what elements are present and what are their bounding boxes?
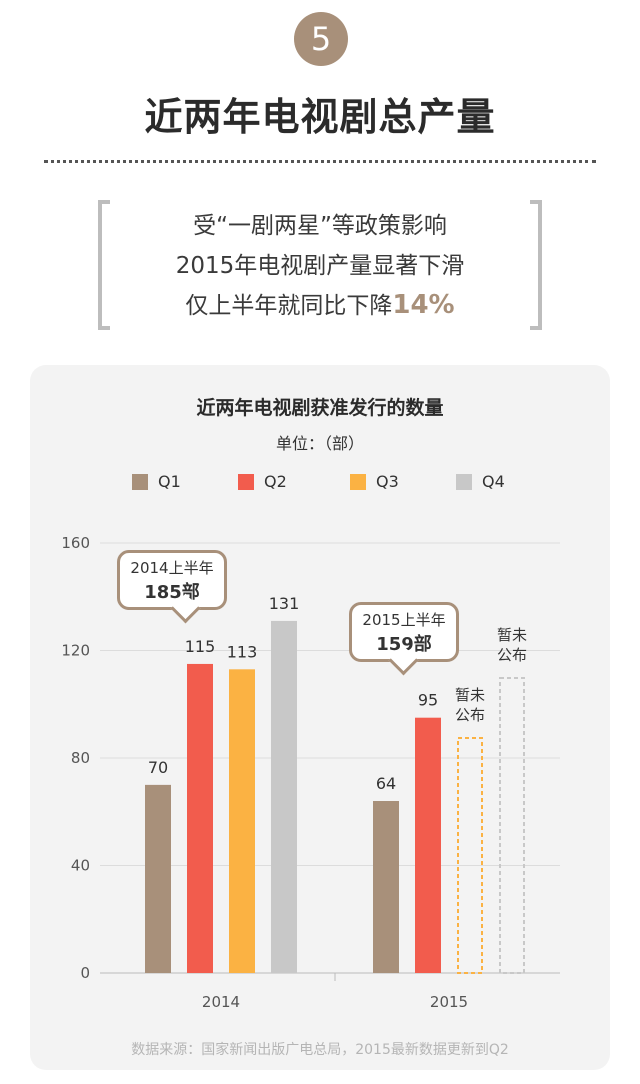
callout-2015-period: 2015上半年 <box>362 611 446 629</box>
decline-percentage: 14% <box>392 290 455 320</box>
quote-line-3: 仅上半年就同比下降14% <box>110 286 530 320</box>
placeholder-bar-2015-q3 <box>457 737 483 974</box>
bar-2014-q3 <box>229 669 255 973</box>
dotted-divider <box>44 160 596 163</box>
legend-swatch-q4 <box>456 474 472 490</box>
value-label-2015-q2: 95 <box>418 691 438 710</box>
pending-label-2015-q3-line2: 公布 <box>455 706 485 724</box>
value-label-2014-q1: 70 <box>148 758 168 777</box>
y-tick-label-80: 80 <box>71 749 90 767</box>
unit-label: 单位：（部） <box>275 434 364 453</box>
y-tick-label-40: 40 <box>71 857 90 875</box>
quote-line-2: 2015年电视剧产量显著下滑 <box>175 253 465 279</box>
x-tick-label-2015: 2015 <box>430 993 468 1011</box>
quote-line-1: 受“一剧两星”等政策影响 <box>193 213 447 239</box>
placeholder-bar-2015-q4 <box>499 677 525 974</box>
pending-label-2015-q4-line1: 暂未 <box>497 626 527 644</box>
bar-2014-q4 <box>271 620 297 973</box>
bar-2015-q1 <box>373 801 399 973</box>
legend-swatch-q2 <box>238 474 254 490</box>
legend-label-q3: Q3 <box>376 472 399 491</box>
legend-swatch-q1 <box>132 474 148 490</box>
chart-title: 近两年电视剧获准发行的数量 <box>196 397 444 419</box>
chart-card <box>30 365 610 1070</box>
callout-2014: 2014上半年 185部 <box>117 550 227 610</box>
source-note: 数据来源：国家新闻出版广电总局，2015最新数据更新到Q2 <box>131 1042 509 1058</box>
legend-swatch-q3 <box>350 474 366 490</box>
pending-label-2015-q4-line2: 公布 <box>497 646 527 664</box>
y-tick-label-120: 120 <box>61 642 90 660</box>
section-number-badge: 5 <box>294 12 348 66</box>
value-label-2014-q2: 115 <box>185 637 216 656</box>
callout-2014-period: 2014上半年 <box>130 559 214 577</box>
bar-2015-q2 <box>415 717 441 973</box>
quote-line-3-text: 仅上半年就同比下降 <box>185 293 393 319</box>
y-tick-label-0: 0 <box>80 964 90 982</box>
callout-2014-total: 185部 <box>144 582 200 603</box>
callout-2015-total: 159部 <box>376 634 432 655</box>
legend-label-q1: Q1 <box>158 472 181 491</box>
pending-label-2015-q3-line1: 暂未 <box>455 686 485 704</box>
x-tick-label-2014: 2014 <box>202 993 240 1011</box>
value-label-2015-q1: 64 <box>376 774 396 793</box>
right-bracket <box>530 200 542 330</box>
value-label-2014-q4: 131 <box>269 594 300 613</box>
bar-2014-q1 <box>145 784 171 973</box>
page-title: 近两年电视剧总产量 <box>144 95 496 139</box>
value-label-2014-q3: 113 <box>227 642 258 661</box>
legend-label-q2: Q2 <box>264 472 287 491</box>
y-tick-label-160: 160 <box>61 534 90 552</box>
bar-2014-q2 <box>187 663 213 973</box>
left-bracket <box>98 200 110 330</box>
legend-label-q4: Q4 <box>482 472 505 491</box>
